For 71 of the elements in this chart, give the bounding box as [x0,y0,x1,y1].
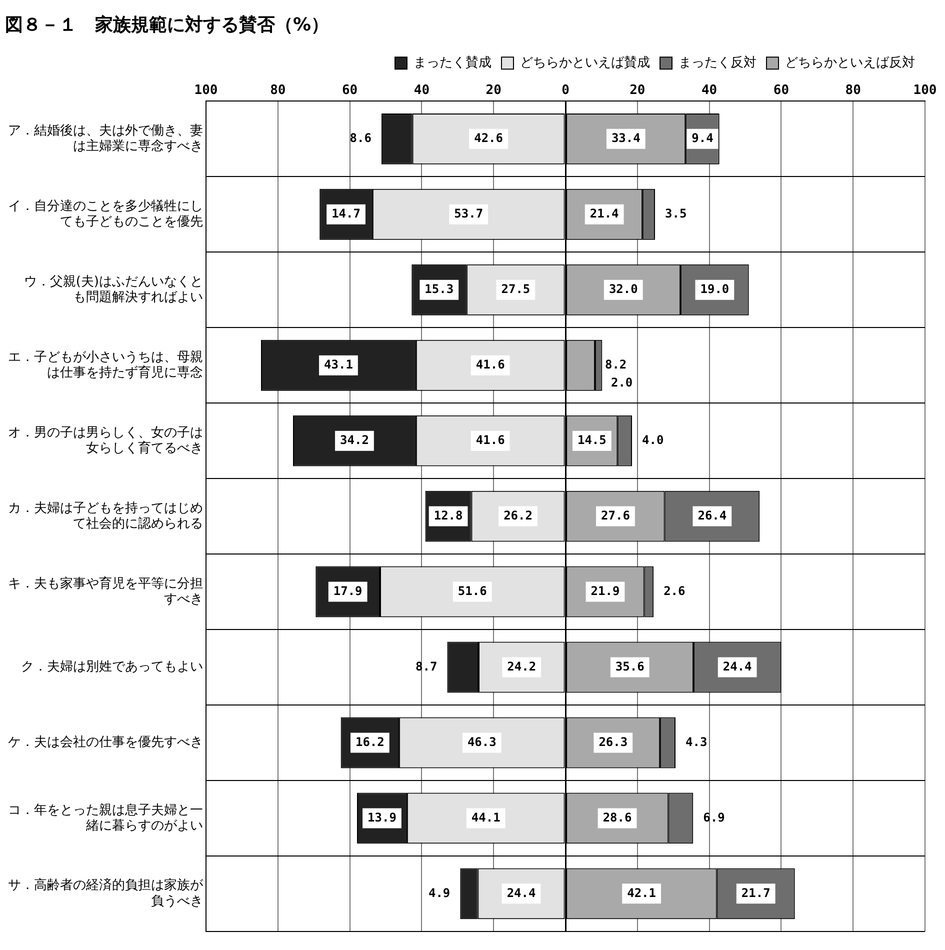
data-label: 44.1 [471,810,500,824]
data-label: 2.0 [610,375,633,390]
data-label: 53.7 [454,206,484,221]
data-label: 13.9 [368,810,396,824]
data-label: 4.9 [428,886,450,900]
data-label: 19.0 [700,282,730,296]
data-label: 3.5 [665,206,687,221]
x-tick-label: 20 [486,82,502,98]
legend-label: どちらかといえば賛成 [520,55,650,70]
data-label: 4.0 [642,432,664,447]
data-label: 33.4 [611,131,640,146]
x-tick-label: 60 [342,82,358,98]
x-tick-label: 80 [270,82,286,98]
data-label: 14.5 [577,432,606,447]
data-label: 16.2 [355,734,384,749]
data-label: 8.2 [604,357,627,372]
x-tick-label: 100 [913,82,937,98]
x-tick-label: 80 [845,82,862,98]
data-label: 9.4 [692,131,714,146]
legend-label: まったく賛成 [414,55,492,70]
y-tick-label: エ．子どもが小さいうちは、母親は仕事を持たず育児に専念 [8,350,203,381]
data-label: 27.5 [501,282,530,296]
data-label: 26.3 [598,734,628,749]
x-tick-label: 0 [562,82,570,98]
data-label: 26.2 [504,508,532,522]
y-tick-label: ア．結婚後は、夫は外で働き、妻は主婦業に専念すべき [8,124,203,154]
data-label: 32.0 [608,282,638,296]
data-label: 14.7 [332,206,360,221]
data-label: 34.2 [340,432,369,447]
y-tick-label: ケ．夫は会社の仕事を優先すべき [8,735,203,750]
chart-title: 図８－１ 家族規範に対する賛否（%） [5,14,330,36]
data-label: 21.4 [590,206,619,221]
x-tick-label: 40 [414,82,430,98]
y-tick-label: キ．夫も家事や育児を平等に分担すべき [8,575,203,607]
x-tick-label: 100 [194,82,218,98]
data-label: 8.7 [416,659,438,674]
data-label: 2.6 [664,584,686,598]
data-label: 41.6 [476,432,505,447]
data-label: 12.8 [434,508,463,522]
x-tick-label: 60 [773,82,790,98]
x-tick-label: 40 [701,82,718,98]
y-tick-label: カ．夫婦は子どもを持ってはじめて社会的に認められる [8,500,203,532]
data-label: 41.6 [476,357,505,372]
y-tick-label: ク．夫婦は別姓であってもよい [21,660,203,675]
data-label: 24.4 [506,886,536,900]
data-label: 24.4 [722,659,752,674]
y-tick-label: コ．年をとった親は息子夫婦と一緒に暮らすのがよい [8,802,203,834]
data-label: 21.9 [590,584,620,598]
y-tick-label: サ．高齢者の経済的負担は家族が負うべき [8,877,204,909]
legend-label: まったく反対 [678,54,756,70]
x-tick-label: 20 [630,82,646,98]
data-label: 15.3 [424,282,454,296]
data-label: 46.3 [467,734,496,749]
legend-label: どちらかといえば反対 [785,54,915,70]
data-label: 8.6 [350,131,372,146]
data-label: 51.6 [458,584,487,598]
data-label: 26.4 [698,508,727,522]
data-label: 21.7 [741,886,770,900]
data-label: 35.6 [615,659,644,674]
data-label: 4.3 [686,734,708,749]
data-label: 27.6 [601,508,630,522]
data-label: 42.6 [474,131,504,146]
data-label: 24.2 [507,659,536,674]
y-tick-label: イ．自分達のことを多少犠牲にしても子どものことを優先 [8,198,203,230]
data-label: 28.6 [602,810,632,824]
data-label: 42.1 [627,886,656,900]
data-label: 17.9 [333,584,362,598]
data-label: 43.1 [324,357,353,372]
y-tick-label: ウ．父親(夫)はふだんいなくとも問題解決すればよい [24,274,203,306]
y-tick-label: オ．男の子は男らしく、女の子は女らしく育てるべき [8,425,203,456]
data-label: 6.9 [703,810,725,824]
